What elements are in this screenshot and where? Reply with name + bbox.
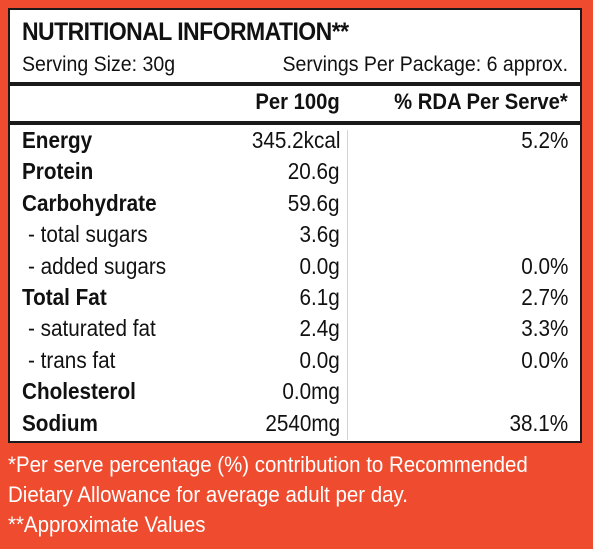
rda-value: 2.7% [520,283,568,310]
nutrient-label: - saturated fat [28,315,156,342]
rda-value: 3.3% [520,315,568,342]
rda-value: 0.0% [520,346,568,373]
per-100g-value: 345.2kcal [251,127,340,153]
nutrient-table: Energy 345.2kcal 5.2% Protein 20.6g Carb… [10,125,580,439]
column-header-rda: % RDA Per Serve* [394,89,568,114]
nutrient-label: Energy [22,127,93,153]
nutrient-row-total-sugars: - total sugars 3.6g [10,219,580,250]
servings-per-package: Servings Per Package: 6 approx. [282,53,568,76]
nutrient-row-energy: Energy 345.2kcal 5.2% [10,125,580,156]
nutrient-row-protein: Protein 20.6g [10,156,580,187]
footnote-rda-continued: Dietary Allowance for average adult per … [8,482,408,507]
nutrient-label: - total sugars [28,221,148,248]
column-separator [347,130,348,440]
per-100g-value: 0.0mg [282,378,340,405]
per-100g-value: 59.6g [288,189,340,216]
column-divider [10,121,580,125]
rda-value: 38.1% [509,409,568,436]
per-100g-value: 0.0g [299,346,340,373]
per-100g-value: 6.1g [299,283,340,310]
nutrient-row-saturated-fat: - saturated fat 2.4g 3.3% [10,313,580,344]
footnote-rda: *Per serve percentage (%) contribution t… [8,452,528,477]
rda-value: 0.0% [520,252,568,279]
nutrient-label: Protein [22,158,94,185]
nutrient-row-trans-fat: - trans fat 0.0g 0.0% [10,345,580,376]
nutrient-row-added-sugars: - added sugars 0.0g 0.0% [10,251,580,282]
nutrient-label: Carbohydrate [22,189,157,216]
nutrition-panel: NUTRITIONAL INFORMATION** Serving Size: … [8,8,582,443]
panel-title: NUTRITIONAL INFORMATION** [22,18,349,46]
per-100g-value: 3.6g [299,221,340,248]
per-100g-value: 20.6g [288,158,340,185]
nutrient-label: - trans fat [28,346,116,373]
serving-size: Serving Size: 30g [22,53,176,76]
footnote-approximate: **Approximate Values [8,512,206,537]
nutrient-row-total-fat: Total Fat 6.1g 2.7% [10,282,580,313]
nutrient-label: Total Fat [22,283,107,310]
nutrient-label: Sodium [22,409,98,436]
nutrient-row-carbohydrate: Carbohydrate 59.6g [10,188,580,219]
nutrient-label: - added sugars [28,252,167,279]
rda-value: 5.2% [520,127,568,153]
header-divider [10,82,580,86]
nutrient-row-cholesterol: Cholesterol 0.0mg [10,376,580,407]
per-100g-value: 0.0g [299,252,340,279]
nutrient-label: Cholesterol [22,378,136,405]
per-100g-value: 2.4g [299,315,340,342]
nutrient-row-sodium: Sodium 2540mg 38.1% [10,408,580,439]
per-100g-value: 2540mg [265,409,340,436]
column-header-per-100g: Per 100g [255,89,340,114]
